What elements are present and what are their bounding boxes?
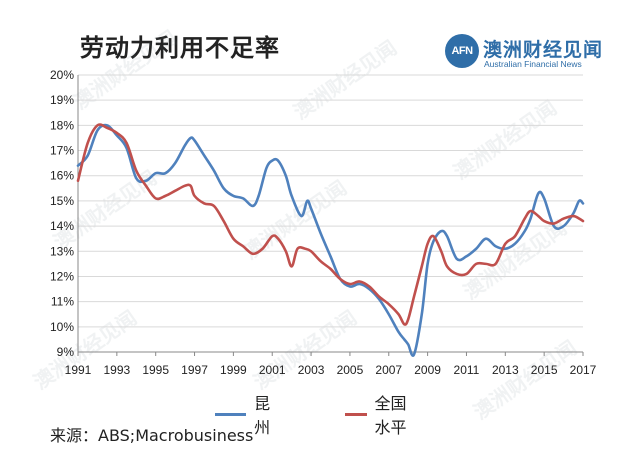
watermark-text: 澳洲财经见闻 [289, 36, 401, 124]
y-tick-label: 16% [50, 169, 74, 183]
y-tick-label: 9% [57, 345, 75, 359]
watermark-text: 澳洲财经见闻 [469, 336, 581, 424]
legend-label-national: 全国水平 [374, 394, 407, 437]
legend-swatch-national [345, 412, 367, 416]
x-tick-label: 2015 [531, 363, 558, 377]
x-tick-label: 2001 [259, 363, 286, 377]
x-tick-labels: 1991 1993 1995 1997 1999 2001 2003 2005 2007 2009… [65, 352, 597, 377]
y-tick-label: 11% [51, 295, 74, 309]
y-tick-label: 10% [50, 320, 74, 334]
y-tick-label: 12% [50, 269, 74, 283]
x-tick-label: 1993 [103, 363, 130, 377]
legend-label-qld: 昆州 [254, 394, 271, 437]
watermark-text: 澳洲财经见闻 [69, 26, 181, 114]
x-tick-label: 2003 [298, 363, 325, 377]
watermark-text: 澳洲财经见闻 [449, 96, 561, 184]
y-tick-label: 17% [50, 144, 74, 158]
series-line-qld [76, 123, 585, 357]
watermark-text: 澳洲财经见闻 [29, 306, 141, 394]
x-tick-label: 2007 [375, 363, 402, 377]
brand: AFN 澳洲财经见闻 Australian Financial News [445, 34, 635, 74]
y-tick-label: 14% [50, 219, 74, 233]
watermark-text: 澳洲财经见闻 [249, 306, 361, 394]
legend-item-qld: 昆州 [215, 390, 279, 438]
brand-subtitle: Australian Financial News [484, 59, 582, 69]
x-tick-label: 2011 [454, 363, 480, 377]
x-tick-label: 1991 [65, 363, 92, 377]
axes [77, 75, 583, 353]
y-tick-label: 19% [50, 93, 74, 107]
afn-logo-icon: AFN [445, 34, 479, 68]
x-tick-label: 2013 [492, 363, 519, 377]
brand-name: 澳洲财经见闻 [483, 39, 604, 61]
y-tick-label: 13% [50, 244, 74, 258]
y-tick-labels: 9% 10% 11% 12% 13% 14% 15% 16% 17% 18% 19% 20% [50, 68, 74, 359]
x-tick-label: 1999 [220, 363, 247, 377]
y-tick-label: 20% [50, 68, 74, 82]
grid-lines [78, 74, 583, 353]
x-tick-label: 2009 [414, 363, 441, 377]
watermark-text: 澳洲财经见闻 [459, 216, 571, 304]
x-tick-label: 2005 [337, 363, 364, 377]
legend-item-national: 全国水平 [345, 390, 409, 438]
series-line-national [76, 123, 585, 326]
y-tick-label: 15% [50, 194, 74, 208]
x-tick-label: 1995 [142, 363, 169, 377]
page-title: 劳动力利用不足率 [80, 34, 280, 62]
series-layer [76, 123, 585, 357]
source-note: 来源：ABS;Macrobusiness [50, 426, 254, 445]
x-tick-label: 1997 [181, 363, 208, 377]
y-tick-label: 18% [50, 118, 74, 132]
legend-swatch-qld [215, 412, 247, 416]
x-tick-label: 2017 [570, 363, 597, 377]
